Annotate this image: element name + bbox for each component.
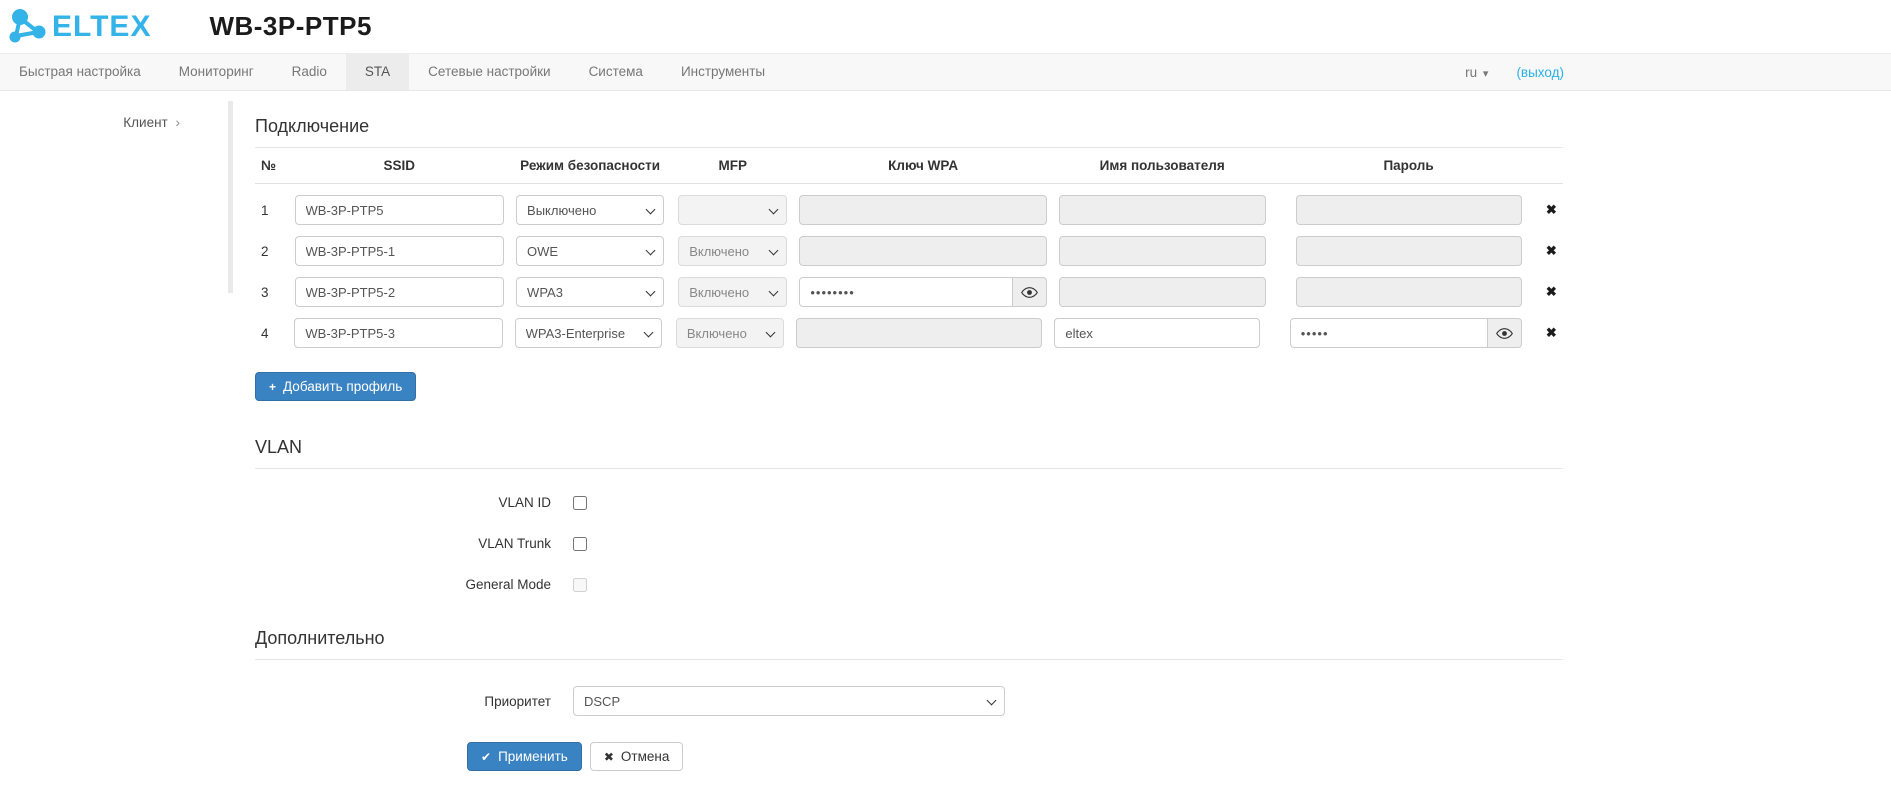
delete-profile-button[interactable]: ✖ (1542, 321, 1561, 345)
profile-row-1: 1 Выключено ✖ (255, 195, 1563, 225)
logout-link[interactable]: (выход) (1516, 64, 1564, 80)
priority-row: Приоритет DSCP (255, 686, 1563, 716)
wpa-key-input (796, 318, 1043, 348)
sidebar-item-client[interactable]: Клиент › (0, 115, 228, 130)
ssid-input[interactable] (294, 318, 503, 348)
col-header-num: № (261, 158, 277, 173)
eye-icon (1020, 286, 1038, 299)
form-actions: ✔ Применить ✖ Отмена (467, 742, 1563, 771)
eltex-logo-icon (8, 8, 48, 46)
eltex-logo-text: ELTEX (52, 9, 152, 43)
vlan-section-title: VLAN (255, 437, 1563, 469)
profile-row-3: 3 WPA3 Включено (255, 277, 1563, 307)
ssid-input[interactable] (294, 195, 505, 225)
general-mode-label: General Mode (465, 577, 551, 592)
profile-row-4: 4 WPA3-Enterprise Включено (255, 318, 1563, 348)
tab-tools[interactable]: Инструменты (680, 64, 766, 79)
col-header-password: Пароль (1383, 158, 1434, 173)
tab-sta[interactable]: STA (345, 54, 410, 90)
col-header-mfp: MFP (718, 158, 748, 173)
add-profile-button[interactable]: + Добавить профиль (255, 372, 417, 401)
username-input[interactable] (1054, 318, 1260, 348)
password-input[interactable] (1289, 318, 1488, 348)
delete-profile-button[interactable]: ✖ (1542, 239, 1561, 263)
tab-network-settings[interactable]: Сетевые настройки (428, 64, 551, 79)
vlan-id-checkbox[interactable] (573, 495, 587, 510)
username-input (1058, 277, 1266, 307)
sidebar-divider (228, 101, 233, 293)
row-number: 4 (261, 325, 269, 341)
tab-monitoring[interactable]: Мониторинг (178, 64, 254, 79)
wpa-key-input (799, 236, 1047, 266)
row-number: 1 (261, 202, 269, 218)
x-icon: ✖ (603, 749, 614, 764)
mfp-select: Включено (678, 277, 788, 307)
profile-row-2: 2 OWE Включено ✖ (255, 236, 1563, 266)
ssid-input[interactable] (294, 277, 505, 307)
eltex-logo: ELTEX (8, 8, 151, 46)
vlan-id-row: VLAN ID (255, 495, 1563, 510)
general-mode-checkbox (573, 577, 587, 592)
col-header-wpa-key: Ключ WPA (888, 158, 959, 173)
sidebar-item-label: Клиент (123, 115, 168, 130)
tab-quick-setup[interactable]: Быстрая настройка (19, 64, 141, 79)
password-input (1295, 236, 1522, 266)
sidebar: Клиент › (0, 91, 228, 771)
main-navbar: Быстрая настройка Мониторинг Radio STA С… (0, 53, 1891, 91)
show-password-button[interactable] (1012, 277, 1047, 307)
username-input (1058, 195, 1266, 225)
ssid-input[interactable] (294, 236, 505, 266)
delete-profile-button[interactable]: ✖ (1542, 198, 1561, 222)
mfp-select: Включено (675, 318, 785, 348)
show-password-button[interactable] (1487, 318, 1522, 348)
check-icon: ✔ (481, 749, 492, 764)
priority-label: Приоритет (484, 693, 551, 709)
general-mode-row: General Mode (255, 577, 1563, 592)
main-content: Подключение № SSID Режим безопасности MF… (233, 91, 1563, 771)
security-mode-select[interactable]: WPA3-Enterprise (514, 318, 662, 348)
delete-profile-button[interactable]: ✖ (1542, 280, 1561, 304)
top-header: ELTEX WB-3P-PTP5 (0, 0, 1891, 53)
cancel-button[interactable]: ✖ Отмена (589, 742, 684, 771)
wpa-key-input[interactable] (799, 277, 1013, 307)
tab-radio[interactable]: Radio (291, 64, 327, 79)
connection-section-title: Подключение (255, 116, 1563, 148)
vlan-trunk-row: VLAN Trunk (255, 536, 1563, 551)
nav-tabs: Быстрая настройка Мониторинг Radio STA С… (0, 54, 784, 90)
row-number: 2 (261, 243, 269, 259)
security-mode-select[interactable]: WPA3 (516, 277, 665, 307)
col-header-ssid: SSID (383, 158, 416, 173)
apply-button[interactable]: ✔ Применить (467, 742, 582, 771)
username-input (1058, 236, 1266, 266)
security-mode-select[interactable]: OWE (516, 236, 665, 266)
row-number: 3 (261, 284, 269, 300)
mfp-select: Включено (678, 236, 788, 266)
eye-icon (1495, 327, 1513, 340)
language-dropdown[interactable]: ru ▾ (1465, 64, 1489, 80)
vlan-trunk-label: VLAN Trunk (478, 536, 551, 551)
chevron-down-icon: ▾ (1482, 67, 1489, 80)
col-header-username: Имя пользователя (1099, 158, 1225, 173)
password-input (1295, 195, 1522, 225)
plus-icon: + (269, 379, 277, 394)
priority-select[interactable]: DSCP (573, 686, 1005, 716)
advanced-section-title: Дополнительно (255, 628, 1563, 660)
chevron-right-icon: › (175, 115, 181, 130)
page-title: WB-3P-PTP5 (209, 11, 372, 41)
security-mode-select[interactable]: Выключено (516, 195, 665, 225)
vlan-id-label: VLAN ID (498, 495, 551, 510)
vlan-trunk-checkbox[interactable] (573, 536, 587, 551)
tab-system[interactable]: Система (588, 64, 643, 79)
profiles-table-header: № SSID Режим безопасности MFP Ключ WPA И… (255, 148, 1563, 184)
password-input (1295, 277, 1522, 307)
col-header-security: Режим безопасности (520, 158, 661, 173)
mfp-select (678, 195, 788, 225)
wpa-key-input (799, 195, 1047, 225)
